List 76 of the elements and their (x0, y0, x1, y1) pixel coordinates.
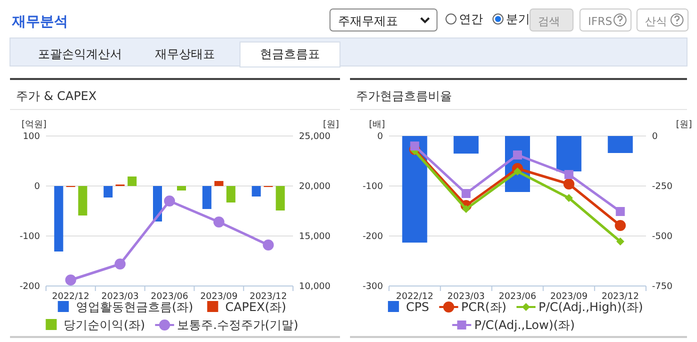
chart-title: 주가현금흐름비율 (356, 89, 452, 103)
point (262, 240, 274, 250)
y-axis-title: [배] (368, 120, 386, 130)
text: 검색 (538, 15, 560, 28)
point (564, 194, 573, 202)
legend-label: 영업활동현금흐름(좌) (76, 300, 194, 314)
y-tick-label: -100 (362, 182, 384, 192)
y-tick-label: 0 (34, 182, 40, 192)
point (564, 170, 574, 179)
point (462, 189, 471, 198)
point (65, 274, 76, 286)
y-tick-label: -100 (20, 232, 40, 242)
bar (54, 186, 64, 252)
text: 재무상태표 (155, 47, 215, 61)
legend-label: 당기순이익(좌) (64, 318, 146, 332)
x-tick-label: 2023/06 (498, 292, 536, 302)
bar (276, 186, 285, 210)
x-tick-label: 2023/12 (250, 292, 287, 302)
x-tick-label: 2022/12 (396, 292, 434, 302)
legend-label: CPS (406, 300, 430, 314)
y2-tick-label: 25,000 (299, 132, 331, 142)
bar (226, 186, 236, 202)
y-tick-label: -200 (362, 232, 384, 242)
legend-label: P/C(Adj.,High)(좌) (538, 300, 644, 314)
bar (104, 186, 113, 198)
x-tick-label: 2023/09 (200, 292, 238, 302)
bar (78, 186, 88, 216)
x-tick-label: 2023/03 (447, 292, 485, 302)
y2-tick-label: 0 (652, 132, 658, 142)
y2-tick-label: 20,000 (299, 182, 331, 192)
text: IFRS (588, 15, 612, 28)
y2-axis-title: [원] (322, 120, 340, 130)
y2-axis-title: [원] (676, 120, 692, 130)
y2-tick-label: -750 (652, 282, 673, 292)
x-tick-label: 2022/12 (52, 292, 90, 302)
bar (128, 176, 137, 186)
x-tick-label: 2023/03 (101, 292, 139, 302)
bar (252, 186, 261, 196)
point (614, 220, 626, 231)
legend-label: CAPEX(좌) (225, 300, 286, 314)
x-tick-label: 2023/06 (150, 292, 188, 302)
text: 주재무제표 (338, 14, 398, 28)
chart-title: 주가 & CAPEX (16, 89, 97, 103)
point (114, 258, 126, 270)
point (513, 150, 522, 160)
point (616, 238, 624, 246)
y-tick-label: 100 (22, 132, 40, 142)
x-tick-label: 2023/09 (550, 292, 588, 302)
text: 연간 (459, 12, 483, 26)
y-axis-title: [억원] (21, 120, 47, 130)
y2-tick-label: -250 (652, 182, 673, 192)
text: 분기 (506, 12, 530, 26)
bar (202, 186, 212, 209)
legend-label: P/C(Adj.,Low)(좌) (474, 318, 575, 332)
point (410, 142, 420, 150)
bar (177, 186, 186, 190)
point (213, 216, 224, 228)
y-tick-label: 0 (377, 132, 384, 142)
text: 재무분석 (11, 14, 68, 30)
y2-tick-label: 10,000 (299, 282, 331, 292)
text: 산식 (645, 15, 667, 28)
point (514, 168, 522, 176)
y-tick-label: -200 (20, 282, 40, 292)
legend-label: PCR(좌) (461, 300, 507, 314)
legend-label: 보통주.수정주가(기말) (177, 318, 298, 332)
text: 현금흐름표 (260, 47, 320, 61)
y2-tick-label: -500 (652, 232, 673, 242)
bar (214, 181, 224, 186)
text: 포괄손익계산서 (38, 47, 122, 61)
y2-tick-label: 15,000 (299, 232, 331, 242)
point (616, 207, 625, 216)
point (563, 178, 574, 190)
y-tick-label: -300 (362, 282, 384, 292)
point (164, 196, 175, 206)
x-tick-label: 2023/12 (602, 292, 639, 302)
point (462, 205, 470, 213)
